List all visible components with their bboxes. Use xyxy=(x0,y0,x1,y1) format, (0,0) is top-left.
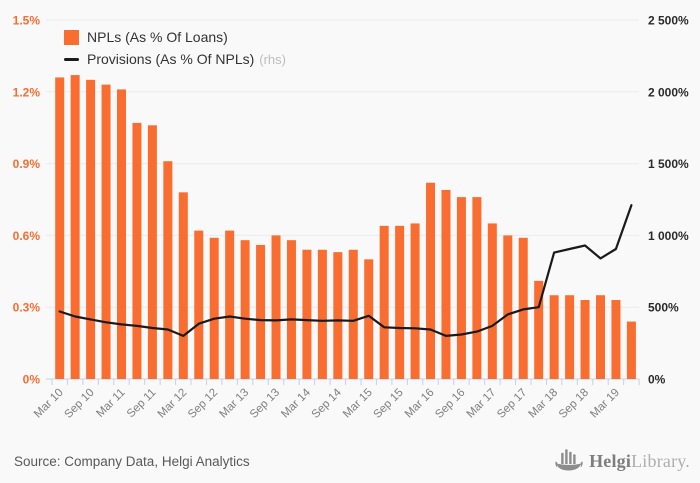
x-axis-label: Sep 12 xyxy=(186,387,220,421)
npl-bar xyxy=(117,89,127,379)
npl-bar xyxy=(86,79,96,379)
x-axis-label: Mar 13 xyxy=(217,387,251,421)
right-axis-tick-label: 2 500% xyxy=(648,14,689,28)
npl-bar xyxy=(132,122,142,379)
x-axis-label: Mar 18 xyxy=(526,387,560,421)
npl-bar xyxy=(441,189,451,379)
npl-bar xyxy=(611,300,621,379)
x-axis-label: Sep 11 xyxy=(125,387,159,421)
x-axis-label: Mar 14 xyxy=(279,386,313,420)
legend-item-npls: NPLs (As % Of Loans) xyxy=(64,26,286,48)
left-axis-tick-label: 0.6% xyxy=(13,229,41,243)
npls-bar-swatch-icon xyxy=(64,29,79,45)
npl-bar xyxy=(256,244,266,379)
npl-bar xyxy=(194,230,204,379)
npl-bar xyxy=(534,280,544,379)
x-axis-label: Sep 18 xyxy=(557,387,591,421)
npl-bar xyxy=(472,197,482,379)
x-axis-label: Sep 16 xyxy=(433,387,467,421)
helgi-library-logo: HelgiLibrary. xyxy=(554,448,690,474)
legend-label-npls: NPLs (As % Of Loans) xyxy=(87,29,228,45)
x-axis-label: Sep 14 xyxy=(310,386,345,421)
x-axis-label: Sep 10 xyxy=(62,387,96,421)
npl-bar xyxy=(549,295,559,379)
provisions-line-swatch-icon xyxy=(64,57,79,61)
npl-bar xyxy=(595,295,605,379)
npl-bar xyxy=(147,125,157,379)
npl-bar xyxy=(101,84,111,380)
left-axis-tick-label: 0.9% xyxy=(13,157,41,171)
npl-bar xyxy=(379,225,389,379)
npl-bar xyxy=(364,259,374,379)
left-axis-tick-label: 1.2% xyxy=(13,85,41,99)
right-axis-tick-label: 0% xyxy=(648,373,666,387)
logo-text-library: Library. xyxy=(631,450,690,471)
npl-provisions-chart: 0% 0% 0.3% 500% 0.6% 1 000% 0.9% 1 500% 1.2% 2 00… xyxy=(13,14,689,421)
x-axis-label: Mar 16 xyxy=(403,387,437,421)
provisions-line xyxy=(58,204,633,337)
logo-text-helgi: Helgi xyxy=(589,450,632,471)
x-axis-label: Mar 10 xyxy=(32,387,66,421)
npl-bar xyxy=(487,223,497,379)
npl-bar xyxy=(456,197,466,379)
x-axis-label: Sep 13 xyxy=(248,387,282,421)
legend-rhs-note: (rhs) xyxy=(259,51,286,67)
left-axis-tick-label: 1.5% xyxy=(13,14,41,28)
left-axis-tick-label: 0% xyxy=(23,373,41,387)
x-axis-label: Mar 17 xyxy=(465,387,499,421)
npl-bar xyxy=(565,295,575,379)
legend-label-provisions: Provisions (As % Of NPLs) xyxy=(87,51,255,67)
left-axis-tick-label: 0.3% xyxy=(13,301,41,315)
x-axis-label: Mar 11 xyxy=(94,387,127,420)
npl-bar xyxy=(286,240,296,379)
x-axis-label: Mar 19 xyxy=(588,387,622,421)
npl-bar xyxy=(271,235,281,379)
x-axis-label: Mar 12 xyxy=(156,387,190,421)
npl-bar xyxy=(333,252,343,379)
right-axis-tick-label: 2 000% xyxy=(648,85,689,99)
x-axis-label: Mar 15 xyxy=(341,387,375,421)
right-axis-tick-label: 1 000% xyxy=(648,229,689,243)
npl-bar xyxy=(55,77,65,379)
npl-bar xyxy=(410,223,420,379)
npl-bar xyxy=(163,161,173,379)
legend-item-provisions: Provisions (As % Of NPLs) (rhs) xyxy=(64,48,286,70)
npl-bar xyxy=(580,300,590,379)
chart-legend: NPLs (As % Of Loans) Provisions (As % Of… xyxy=(64,26,286,70)
npl-bar xyxy=(225,230,235,379)
viking-ship-icon xyxy=(555,449,583,471)
chart-area: 0% 0% 0.3% 500% 0.6% 1 000% 0.9% 1 500% 1.2% 2 00… xyxy=(13,14,689,421)
right-axis-tick-label: 500% xyxy=(648,301,679,315)
footer: Source: Company Data, Helgi Analytics xyxy=(0,441,700,481)
npl-bar xyxy=(240,240,250,379)
npl-bar xyxy=(209,237,219,379)
npl-bar xyxy=(302,249,312,379)
x-axis-label: Sep 15 xyxy=(371,387,405,421)
npl-bar xyxy=(503,235,513,379)
source-note: Source: Company Data, Helgi Analytics xyxy=(14,453,250,469)
npl-bar xyxy=(348,249,358,379)
x-axis-label: Sep 17 xyxy=(495,387,529,421)
npl-bar xyxy=(626,321,636,379)
logo-text: HelgiLibrary. xyxy=(589,451,690,472)
npl-bar xyxy=(178,192,188,379)
right-axis-tick-label: 1 500% xyxy=(648,157,689,171)
npl-bar xyxy=(317,249,327,379)
npl-bar xyxy=(426,182,436,379)
npl-bar xyxy=(70,75,80,380)
npl-bar xyxy=(395,225,405,379)
